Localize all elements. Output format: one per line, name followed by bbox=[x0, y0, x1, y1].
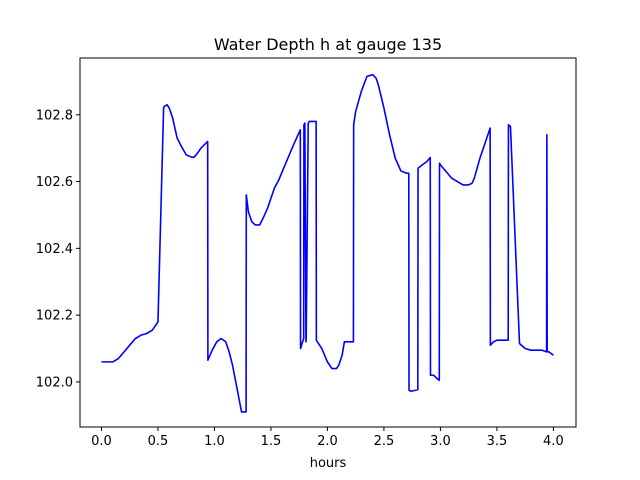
chart-title: Water Depth h at gauge 135 bbox=[214, 35, 442, 54]
x-axis-label: hours bbox=[310, 456, 347, 471]
x-tick-label: 0.0 bbox=[91, 434, 112, 449]
x-tick-label: 1.0 bbox=[204, 434, 225, 449]
x-tick-label: 0.5 bbox=[148, 434, 169, 449]
y-tick-label: 102.2 bbox=[36, 309, 73, 324]
series-line-0 bbox=[101, 73, 554, 413]
y-tick-label: 102.4 bbox=[36, 242, 73, 257]
plot-area bbox=[101, 73, 554, 413]
y-tick-label: 102.6 bbox=[36, 175, 73, 190]
plot-frame bbox=[79, 57, 577, 428]
x-tick-label: 2.5 bbox=[374, 434, 395, 449]
y-tick-label: 102.0 bbox=[36, 375, 73, 390]
x-tick-label: 3.5 bbox=[487, 434, 508, 449]
axis-ticks: 0.0 0.5 1.0 1.5 2.0 2.5 3.0 3.5 4.0 102.0 102.2 102… bbox=[36, 108, 564, 449]
x-tick-label: 3.0 bbox=[430, 434, 451, 449]
x-tick-label: 1.5 bbox=[261, 434, 282, 449]
x-tick-label: 4.0 bbox=[543, 434, 564, 449]
x-tick-label: 2.0 bbox=[317, 434, 338, 449]
y-tick-label: 102.8 bbox=[36, 108, 73, 123]
